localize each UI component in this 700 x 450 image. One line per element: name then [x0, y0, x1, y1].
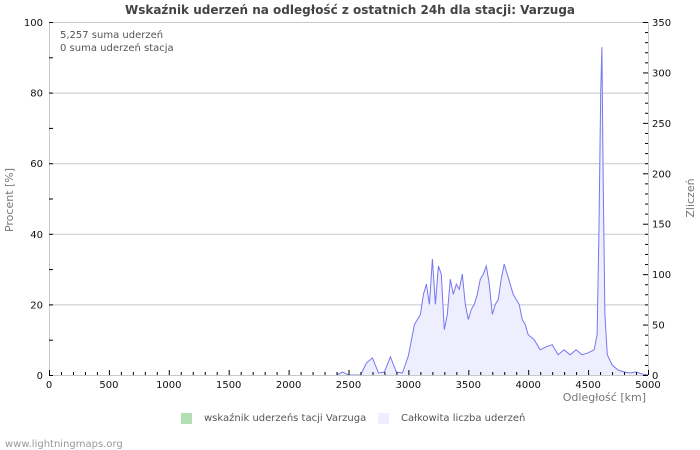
svg-text:150: 150: [652, 220, 671, 231]
svg-text:1500: 1500: [216, 380, 241, 391]
svg-text:5000: 5000: [635, 380, 660, 391]
legend-item-total: Całkowita liczba uderzeń: [378, 413, 525, 424]
legend-swatch-total: [378, 413, 389, 424]
left-axis-title: Procent [%]: [3, 168, 16, 232]
svg-text:0: 0: [46, 380, 52, 391]
svg-text:500: 500: [99, 380, 118, 391]
svg-text:2000: 2000: [276, 380, 301, 391]
svg-text:0: 0: [652, 371, 658, 382]
legend-label-total: Całkowita liczba uderzeń: [401, 413, 526, 424]
svg-text:200: 200: [652, 169, 671, 180]
station-strikes-note: 0 suma uderzeń stacja: [60, 43, 174, 54]
svg-text:1000: 1000: [156, 380, 181, 391]
right-y-axis: 0 50 100 150 200 250 300 350: [643, 18, 671, 382]
svg-text:300: 300: [652, 68, 671, 79]
total-strikes-note: 5,257 suma uderzeń: [60, 30, 164, 41]
svg-text:3500: 3500: [456, 380, 481, 391]
svg-text:60: 60: [30, 159, 43, 170]
svg-text:4500: 4500: [575, 380, 600, 391]
chart-title: Wskaźnik uderzeń na odległość z ostatnic…: [124, 3, 576, 17]
svg-text:2500: 2500: [336, 380, 361, 391]
legend-item-station: wskaźnik uderzeńs tacji Varzuga: [181, 413, 366, 424]
right-axis-title: Zliczeń: [684, 178, 697, 217]
x-axis-title: Odległość [km]: [563, 391, 646, 404]
total-strikes-area: [336, 47, 649, 376]
svg-text:3000: 3000: [396, 380, 421, 391]
svg-text:20: 20: [30, 300, 43, 311]
legend-label-station: wskaźnik uderzeńs tacji Varzuga: [204, 413, 367, 424]
x-axis: 0 500 1000 1500 2000 2500 3000 3500 4000 4500 5000: [46, 370, 661, 391]
svg-text:100: 100: [652, 270, 671, 281]
svg-text:50: 50: [652, 321, 665, 332]
svg-text:0: 0: [37, 371, 43, 382]
svg-text:350: 350: [652, 18, 671, 29]
svg-text:4000: 4000: [515, 380, 540, 391]
svg-text:250: 250: [652, 119, 671, 130]
plot-frame: [49, 22, 649, 376]
svg-text:40: 40: [30, 230, 43, 241]
svg-text:100: 100: [24, 18, 43, 29]
svg-text:80: 80: [30, 89, 43, 100]
legend-swatch-station: [181, 413, 192, 424]
grid-lines: [49, 92, 648, 306]
footer-url: www.lightningmaps.org: [5, 439, 123, 450]
left-y-axis: 0 20 40 60 80 100: [24, 18, 53, 382]
